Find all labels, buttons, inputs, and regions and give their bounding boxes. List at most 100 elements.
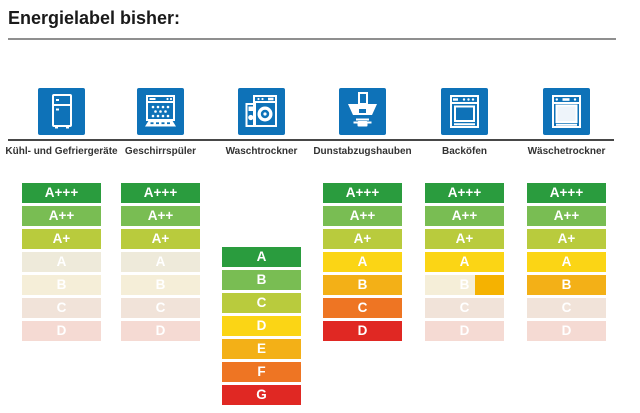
rating-letter: A [155,254,166,269]
rating-bar: D [527,321,606,341]
rating-letter: A+ [353,231,372,246]
rating-bar: A++ [323,206,402,226]
rating-letter: C [459,300,470,315]
rating-bar: C [323,298,402,318]
rating-bar: B [323,275,402,295]
appliance-label: Kühl- und Gefriergeräte [5,146,118,157]
rating-letter: A+ [52,231,71,246]
rating-bar: D [425,321,504,341]
rating-bar: C [22,298,101,318]
rating-letter: B [155,277,166,292]
rating-letter: A+++ [143,185,178,200]
rating-letter: B [561,277,572,292]
rating-letter: A++ [451,208,478,223]
rating-bar: E [222,339,301,359]
washer-dryer-icon [238,88,285,135]
rating-bar: A+ [527,229,606,249]
appliance-column: Geschirrspüler A+++ A++ A+ A B C D [121,0,200,413]
rating-letter: C [155,300,166,315]
rating-letter: B [357,277,368,292]
rating-bar: C [425,298,504,318]
rating-bar: A++ [527,206,606,226]
dishwasher-icon [137,88,184,135]
dryer-icon [543,88,590,135]
rating-bar: G [222,385,301,405]
rating-bar-active-segment [474,275,504,295]
rating-letter: C [561,300,572,315]
appliance-label: Waschtrockner [225,146,298,157]
oven-icon [441,88,488,135]
appliance-label: Backöfen [441,146,488,157]
rating-letter: F [257,364,266,379]
rating-letter: A+ [455,231,474,246]
rating-bar: C [121,298,200,318]
rating-bar: A [527,252,606,272]
icons-divider [8,139,614,141]
appliance-column: Backöfen A+++ A++ A+ A B C D [425,0,504,413]
rating-scale: A+++ A++ A+ A B C D [323,183,402,344]
rating-bar: B [425,275,504,295]
rating-bar: A+ [425,229,504,249]
rating-bar: A+ [22,229,101,249]
appliance-label: Geschirrspüler [124,146,197,157]
appliance-column: Dunstabzugshauben A+++ A++ A+ A B C D [313,0,412,413]
extractor-hood-icon [339,88,386,135]
rating-letter: A [357,254,368,269]
rating-letter: G [256,387,267,402]
appliance-label: Wäschetrockner [527,146,606,157]
rating-letter: D [459,323,470,338]
rating-letter: A [459,254,470,269]
rating-letter: C [357,300,368,315]
rating-bar: A+++ [527,183,606,203]
title-divider [8,38,616,40]
rating-letter: A++ [553,208,580,223]
rating-letter: B [56,277,67,292]
rating-letter: D [56,323,67,338]
rating-letter: C [56,300,67,315]
rating-letter: A+++ [345,185,380,200]
rating-scale: A+++ A++ A+ A B C D [121,183,200,344]
rating-scale: A+++ A++ A+ A B C D [527,183,606,344]
rating-letter: D [256,318,267,333]
rating-bar: D [121,321,200,341]
rating-bar: A++ [22,206,101,226]
appliance-column: Kühl- und Gefriergeräte A+++ A++ A+ A B C D [5,0,118,413]
rating-letter: A+++ [447,185,482,200]
rating-letter: A+ [151,231,170,246]
rating-scale: A+++ A++ A+ A B C D [425,183,504,344]
rating-letter: A+++ [44,185,79,200]
rating-letter: A+ [557,231,576,246]
rating-letter: D [155,323,166,338]
rating-bar: F [222,362,301,382]
appliance-label: Dunstabzugshauben [313,146,412,157]
rating-letter: A [561,254,572,269]
rating-bar: A [425,252,504,272]
rating-bar: A+ [323,229,402,249]
page-title: Energielabel bisher: [8,8,181,28]
rating-letter: A [56,254,67,269]
rating-bar: A+++ [323,183,402,203]
rating-letter: D [357,323,368,338]
rating-letter: A [256,249,267,264]
appliance-column: Waschtrockner A B C D E F G [222,0,301,413]
rating-bar: B [222,270,301,290]
rating-letter: B [459,277,470,292]
rating-bar: A [22,252,101,272]
rating-bar: A [323,252,402,272]
rating-bar: B [527,275,606,295]
rating-bar: C [527,298,606,318]
rating-bar: A++ [425,206,504,226]
rating-bar: A++ [121,206,200,226]
rating-bar: A+ [121,229,200,249]
rating-letter: A++ [48,208,75,223]
rating-bar: C [222,293,301,313]
rating-bar: A+++ [22,183,101,203]
rating-scale: A+++ A++ A+ A B C D [22,183,101,344]
rating-bar: D [323,321,402,341]
rating-letter: A++ [349,208,376,223]
rating-bar: D [22,321,101,341]
rating-bar: B [121,275,200,295]
rating-bar: D [222,316,301,336]
